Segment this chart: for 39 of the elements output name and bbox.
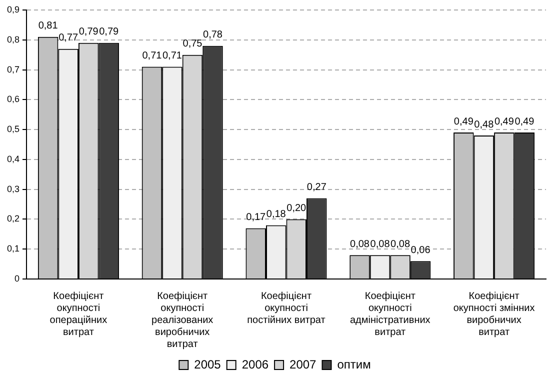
y-tick-label: 0,6: [6, 94, 20, 104]
data-label: 0,49: [454, 116, 474, 128]
legend-label: 2007: [290, 357, 317, 372]
legend-label: 2006: [242, 357, 269, 372]
data-label: 0,08: [370, 238, 390, 250]
data-label: 0,71: [162, 50, 182, 62]
legend-label: оптим: [337, 357, 371, 372]
data-label: 0,81: [38, 20, 58, 32]
x-tick-label: Коефіцієнт окупності адміністративних витрат: [350, 290, 430, 338]
y-tick-label: 0,1: [6, 244, 20, 254]
data-label: 0,06: [410, 244, 431, 256]
data-label: 0,27: [306, 182, 327, 194]
data-label: 0,18: [266, 208, 286, 220]
legend-label: 2005: [194, 357, 222, 372]
y-tick-label: 0,4: [6, 154, 20, 164]
data-label: 0,08: [350, 238, 370, 250]
data-label: 0,79: [78, 26, 99, 38]
data-label: 0,79: [99, 26, 120, 38]
x-tick-label: Коефіцієнт окупності реалізованих виробничих витрат: [152, 290, 214, 350]
data-label: 0,78: [203, 30, 223, 41]
x-tick-label: Коефіцієнт окупності змінних виробничих витрат: [453, 290, 535, 338]
x-tick-label: Коефіцієнт окупності постійних витрат: [247, 290, 326, 326]
data-label: 0,71: [142, 50, 162, 62]
y-tick-label: 0,3: [6, 184, 20, 194]
data-label: 0,08: [390, 238, 410, 250]
data-label: 0,17: [246, 212, 266, 223]
data-label: 0,20: [286, 202, 307, 214]
y-tick-label: 0,7: [6, 64, 20, 74]
y-tick-label: 0,9: [6, 4, 20, 14]
data-label: 0,48: [474, 119, 494, 130]
data-label: 0,75: [182, 38, 203, 50]
y-tick-label: 0,8: [6, 34, 20, 44]
y-tick-label: 0,2: [6, 214, 20, 224]
data-label: 0,77: [58, 32, 78, 44]
data-label: 0,49: [514, 116, 535, 128]
y-tick-label: 0: [14, 273, 20, 284]
y-tick-label: 0,5: [6, 124, 20, 134]
x-tick-label: Коефіцієнт окупності операційних витрат: [50, 290, 108, 338]
data-label: 0,49: [494, 116, 514, 128]
